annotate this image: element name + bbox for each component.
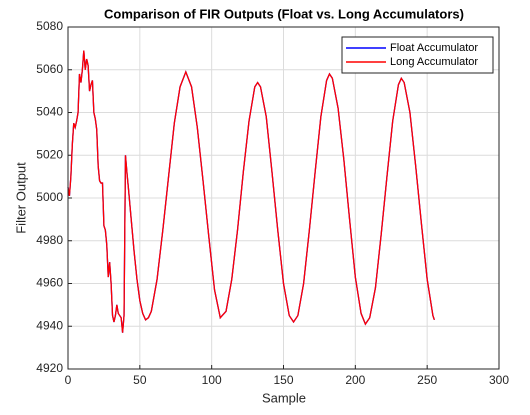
y-tick-label: 4960 [36, 276, 63, 290]
chart-title: Comparison of FIR Outputs (Float vs. Lon… [104, 6, 464, 21]
x-tick-label: 50 [133, 373, 147, 387]
y-tick-label: 4980 [36, 233, 63, 247]
axes-box [67, 26, 500, 370]
y-tick-label: 5060 [36, 62, 63, 76]
y-tick-label: 4940 [36, 318, 63, 332]
legend-label: Float Accumulator [390, 42, 478, 54]
x-tick-label: 200 [345, 373, 365, 387]
legend-box [341, 36, 494, 74]
x-axis-label: Sample [262, 390, 306, 405]
y-tick-label: 5020 [36, 147, 63, 161]
y-tick-label: 5000 [36, 190, 63, 204]
y-tick-label: 5080 [36, 19, 63, 33]
data-line [67, 50, 435, 333]
x-tick-label: 0 [65, 373, 72, 387]
y-axis-label: Filter Output [13, 162, 28, 234]
x-tick-label: 300 [489, 373, 509, 387]
x-tick-label: 100 [202, 373, 222, 387]
x-tick-label: 150 [273, 373, 293, 387]
legend-label: Long Accumulator [390, 56, 478, 68]
legend: Float Accumulator Long Accumulator [341, 36, 494, 74]
x-tick-label: 250 [417, 373, 437, 387]
y-tick-label: 4920 [36, 361, 63, 375]
y-tick-label: 5040 [36, 105, 63, 119]
